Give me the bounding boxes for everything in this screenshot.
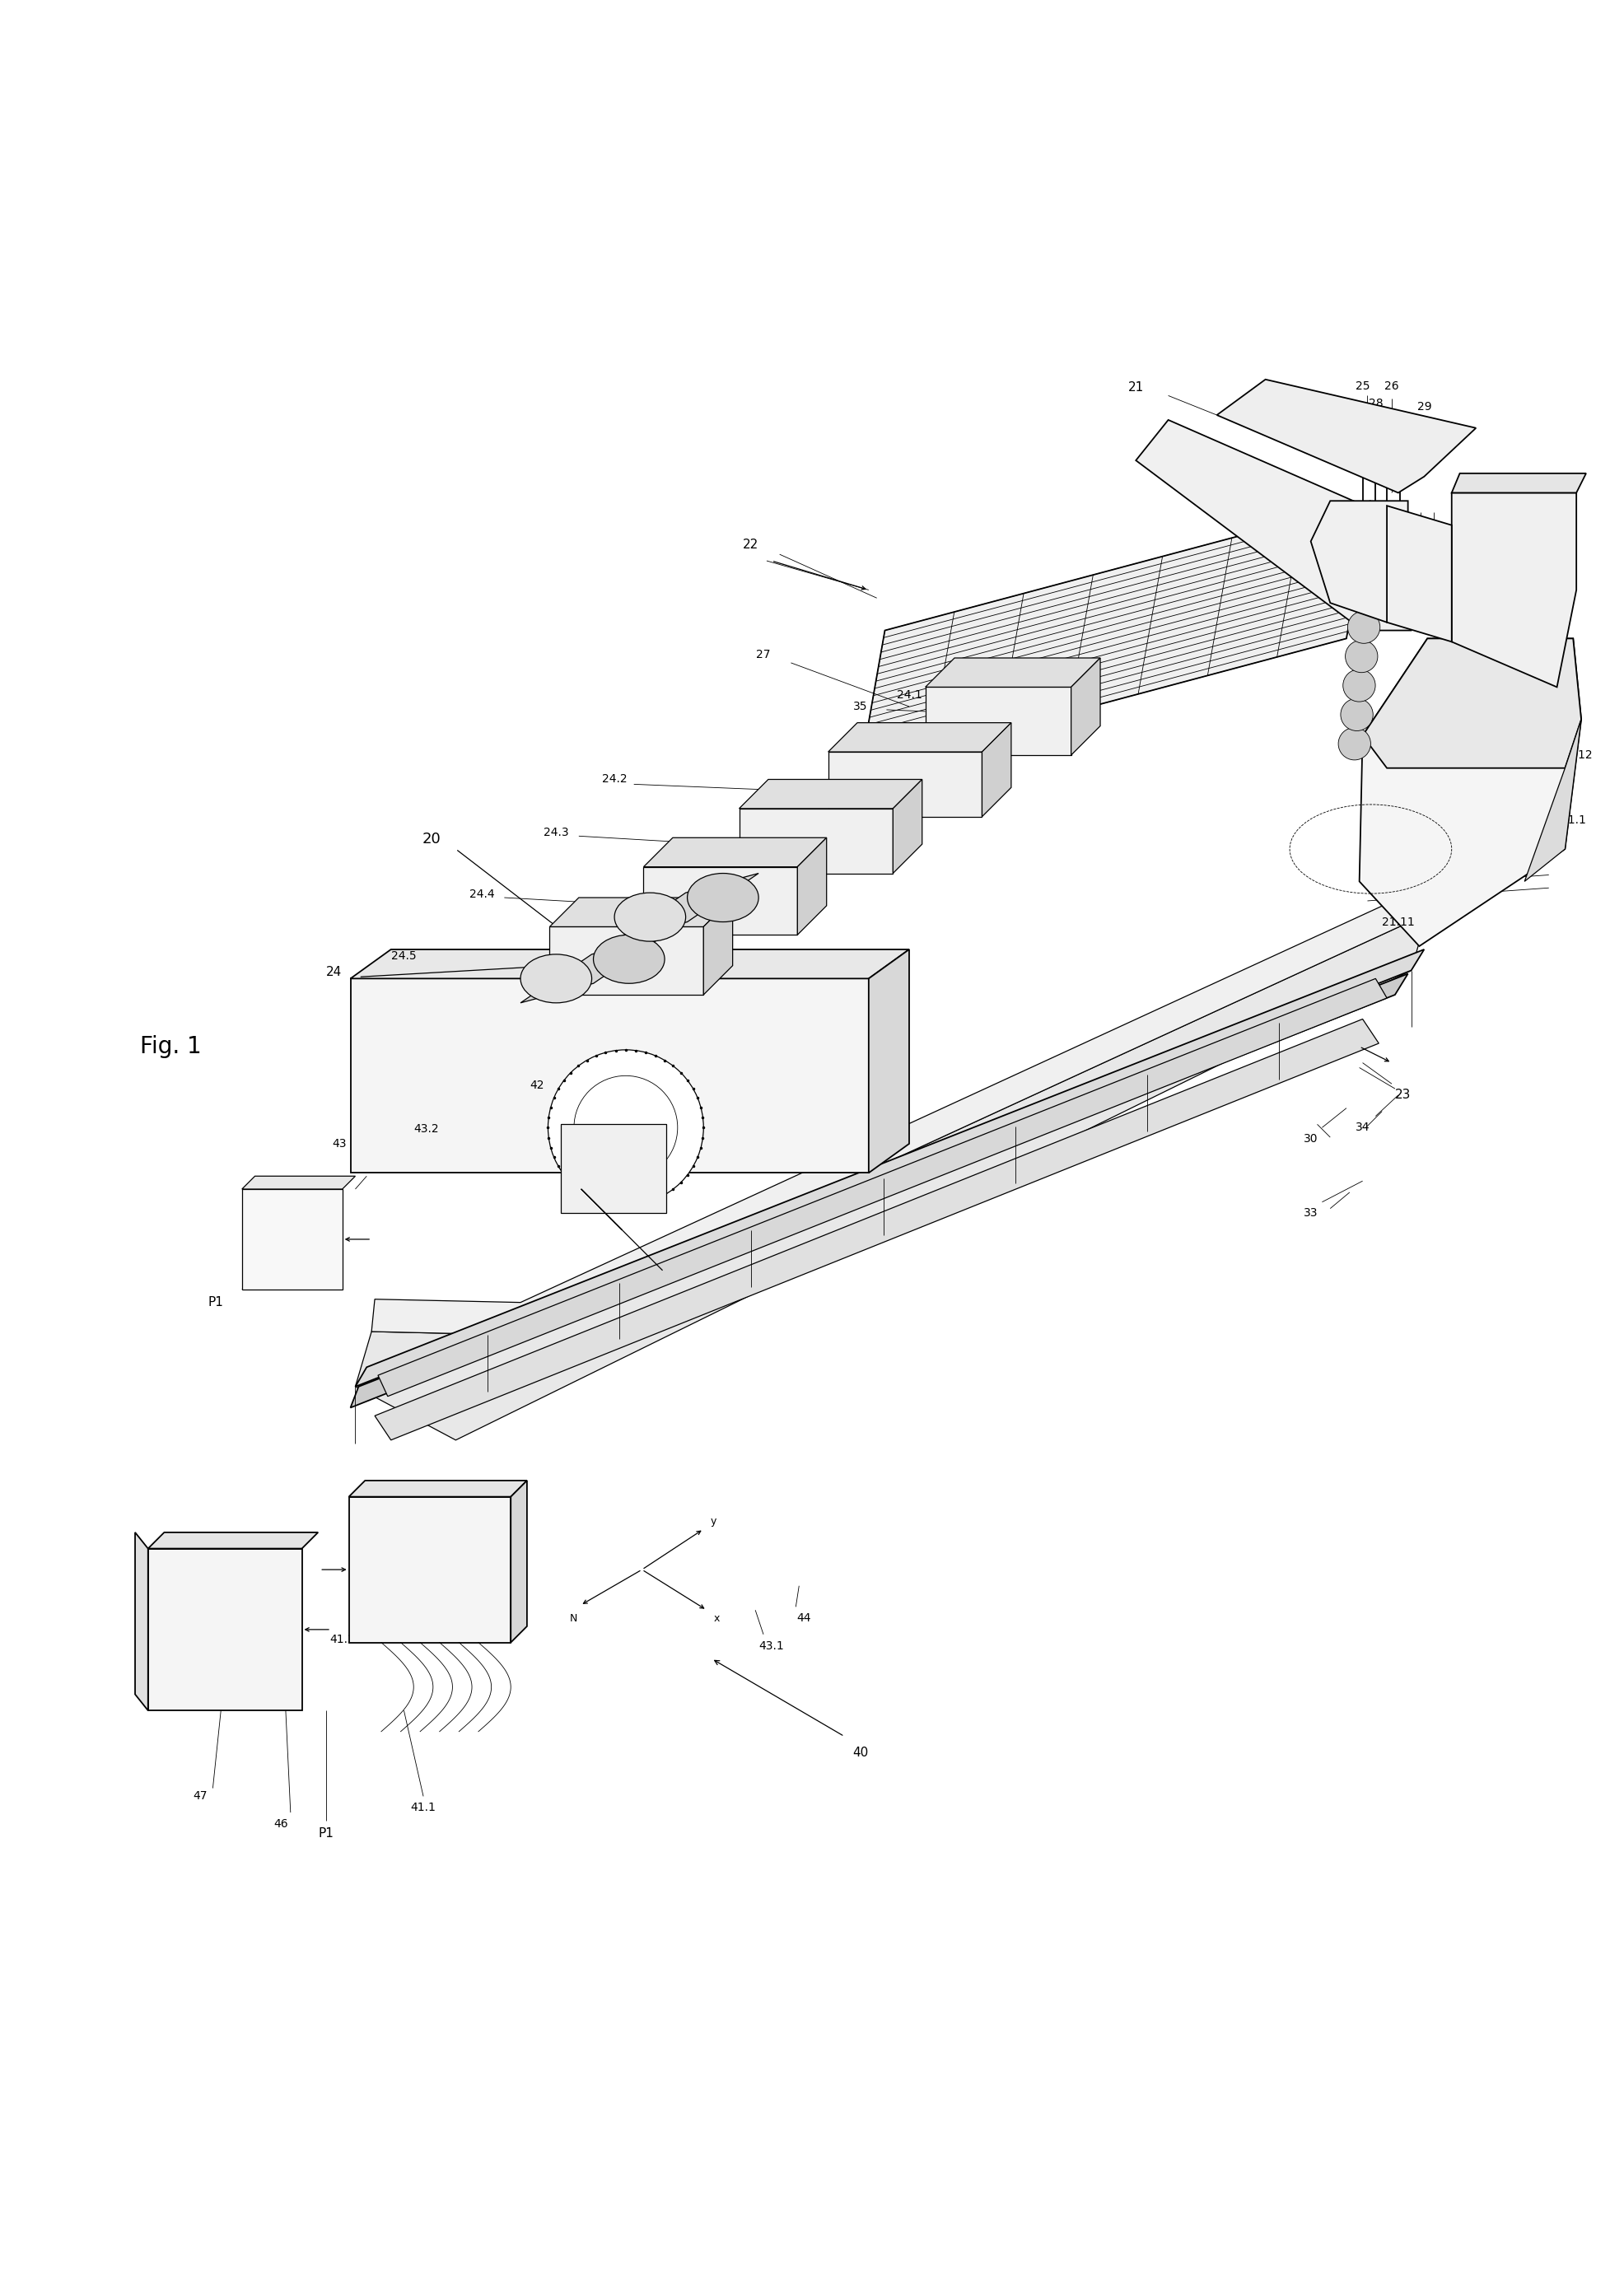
Text: 27: 27: [757, 650, 771, 661]
Polygon shape: [135, 1533, 148, 1711]
Polygon shape: [1452, 493, 1577, 687]
Text: 25: 25: [1356, 381, 1369, 392]
Text: 24: 24: [326, 965, 343, 979]
Polygon shape: [614, 874, 758, 942]
Polygon shape: [1525, 719, 1582, 880]
Polygon shape: [828, 723, 1012, 753]
Polygon shape: [351, 949, 909, 979]
Polygon shape: [1359, 639, 1582, 947]
Polygon shape: [356, 949, 1424, 1387]
Text: 40: 40: [853, 1747, 869, 1759]
Circle shape: [1338, 728, 1371, 760]
Text: 22: 22: [742, 538, 758, 550]
Bar: [560, 1125, 666, 1213]
Text: 43.1: 43.1: [758, 1640, 784, 1651]
Text: 33: 33: [1304, 1207, 1319, 1218]
Text: 21: 21: [1129, 381, 1143, 395]
Polygon shape: [893, 780, 922, 874]
Polygon shape: [378, 979, 1387, 1396]
Polygon shape: [1387, 506, 1452, 641]
Text: 41.1: 41.1: [411, 1802, 437, 1813]
Polygon shape: [926, 687, 1072, 755]
Polygon shape: [372, 880, 1436, 1334]
Text: 24.5: 24.5: [391, 951, 416, 963]
Circle shape: [1343, 668, 1376, 703]
Polygon shape: [828, 753, 983, 817]
Polygon shape: [1072, 657, 1099, 755]
Text: 21.12: 21.12: [1561, 750, 1593, 762]
Polygon shape: [549, 899, 732, 926]
Text: P1: P1: [318, 1827, 335, 1841]
Text: 29: 29: [1416, 401, 1431, 413]
Polygon shape: [797, 837, 827, 935]
Polygon shape: [375, 1020, 1379, 1439]
Polygon shape: [983, 723, 1012, 817]
Ellipse shape: [521, 953, 591, 1004]
Polygon shape: [512, 1480, 526, 1642]
Text: 31: 31: [1562, 584, 1577, 595]
Text: 41.2: 41.2: [330, 1633, 356, 1645]
Polygon shape: [148, 1533, 318, 1549]
Ellipse shape: [614, 892, 685, 942]
Text: 43: 43: [331, 1138, 346, 1150]
Polygon shape: [349, 1480, 526, 1496]
Polygon shape: [643, 867, 797, 935]
Text: 42: 42: [529, 1079, 544, 1090]
Polygon shape: [351, 974, 1408, 1407]
Circle shape: [1345, 641, 1377, 673]
Circle shape: [1348, 611, 1380, 643]
Text: 35: 35: [853, 700, 867, 712]
Polygon shape: [643, 837, 827, 867]
Ellipse shape: [687, 874, 758, 922]
Polygon shape: [521, 935, 664, 1004]
Text: 28: 28: [1369, 397, 1382, 411]
Text: 26: 26: [1385, 381, 1398, 392]
Text: 32: 32: [1553, 604, 1567, 616]
Polygon shape: [1311, 502, 1408, 623]
Text: 46: 46: [273, 1818, 287, 1829]
Text: 43.2: 43.2: [414, 1125, 438, 1136]
Polygon shape: [703, 899, 732, 995]
Bar: [148, 1549, 302, 1711]
Text: 24.4: 24.4: [469, 890, 494, 901]
Text: y: y: [710, 1515, 716, 1526]
Circle shape: [1341, 698, 1372, 730]
Text: 21.1: 21.1: [1561, 814, 1587, 826]
Polygon shape: [739, 780, 922, 807]
Text: x: x: [713, 1613, 719, 1624]
Circle shape: [547, 1049, 703, 1204]
Polygon shape: [861, 502, 1371, 769]
Polygon shape: [1216, 379, 1476, 493]
Text: 44: 44: [797, 1613, 810, 1624]
Ellipse shape: [593, 935, 664, 983]
Polygon shape: [739, 807, 893, 874]
Polygon shape: [869, 949, 909, 1172]
Polygon shape: [356, 915, 1427, 1439]
Text: N: N: [570, 1613, 578, 1624]
Polygon shape: [351, 979, 869, 1172]
Text: 20: 20: [422, 833, 440, 846]
Text: P1: P1: [208, 1296, 224, 1309]
Text: 34: 34: [1356, 1122, 1369, 1134]
Text: 47: 47: [193, 1791, 208, 1802]
Text: 45: 45: [326, 1191, 341, 1202]
Polygon shape: [549, 926, 703, 995]
Circle shape: [573, 1077, 677, 1179]
Bar: [242, 1188, 343, 1289]
Polygon shape: [242, 1177, 356, 1188]
Text: 24.2: 24.2: [603, 773, 627, 785]
Polygon shape: [1135, 420, 1427, 630]
Polygon shape: [926, 657, 1099, 687]
Text: 23: 23: [1395, 1088, 1411, 1102]
Polygon shape: [1452, 474, 1587, 493]
Text: 21.11: 21.11: [1382, 917, 1415, 928]
Polygon shape: [1363, 639, 1582, 769]
Text: 24.3: 24.3: [544, 828, 568, 839]
Text: Fig. 1: Fig. 1: [140, 1036, 201, 1058]
Text: 24.1: 24.1: [896, 689, 922, 700]
Text: p1: p1: [364, 1535, 378, 1547]
Text: 30: 30: [1304, 1134, 1319, 1145]
Bar: [349, 1496, 512, 1642]
